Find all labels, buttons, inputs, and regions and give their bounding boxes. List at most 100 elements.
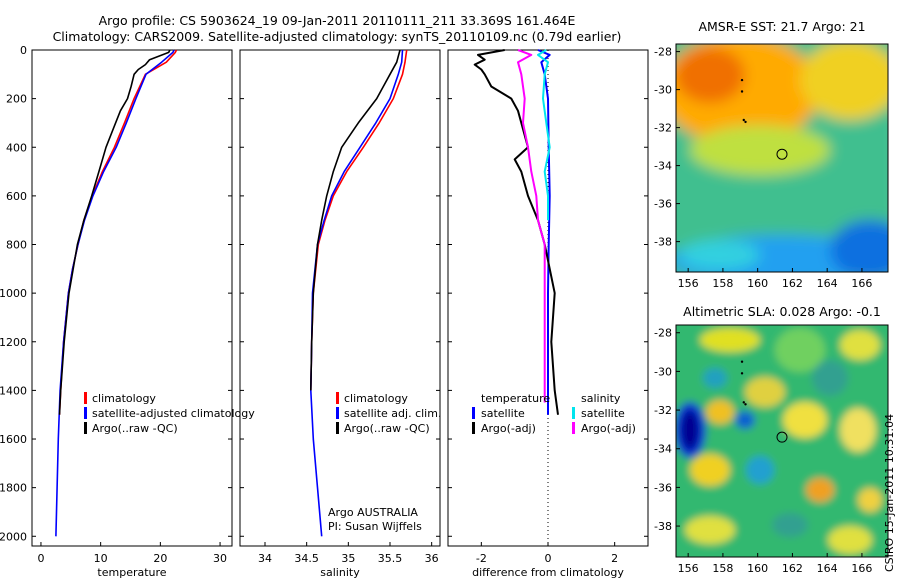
- lon-tick-label: 162: [782, 562, 803, 575]
- lat-tick-label: -34: [654, 160, 672, 173]
- x-axis-label: temperature: [97, 566, 166, 579]
- x-tick-label: 34: [258, 552, 272, 565]
- x-axis-label: salinity: [320, 566, 360, 579]
- x-tick-label: 34.5: [294, 552, 319, 565]
- legend-swatch-climatology: [84, 392, 87, 404]
- legend-swatch-satellite: [84, 407, 87, 419]
- difference-legend: temperature satellite Argo(-adj) salinit…: [472, 392, 636, 435]
- lon-tick-label: 156: [678, 562, 699, 575]
- track-point: [742, 401, 745, 404]
- lon-tick-label: 160: [747, 277, 768, 290]
- x-tick-label: 0: [545, 552, 552, 565]
- track-point: [744, 120, 747, 124]
- legend-label-climatology: climatology: [344, 392, 408, 405]
- x-tick-label: 2: [611, 552, 618, 565]
- x-axis-label: difference from climatology: [472, 566, 624, 579]
- legend-label-sal-satellite: satellite: [581, 407, 625, 420]
- salinity-panel: 34 34.5 35 35.5 36 salinity: [240, 49, 440, 579]
- legend-swatch-argo: [336, 422, 339, 434]
- legend-swatch-sal-argo: [572, 422, 575, 434]
- legend-label-satellite: satellite adj. clim.: [344, 407, 441, 420]
- series-line-climatology: [58, 49, 178, 415]
- salinity-panel-frame: [239, 49, 441, 547]
- legend-swatch-satellite: [336, 407, 339, 419]
- track-point: [740, 90, 744, 93]
- series-line-argo-raw-qc: [310, 49, 401, 391]
- temperature-panel: 0 10 20 30 temperature 0 200 400 600 800 1000 1200 1…: [0, 44, 232, 579]
- track-point: [742, 118, 745, 122]
- series-line-temperature-satellite: [537, 49, 551, 415]
- track-point: [744, 403, 747, 406]
- sst-map-title: AMSR-E SST: 21.7 Argo: 21: [698, 19, 865, 34]
- legend-label-argo: Argo(..raw -QC): [344, 422, 430, 435]
- title-line-1: Argo profile: CS 5903624_19 09-Jan-2011 …: [99, 13, 576, 28]
- y-tick-label: 400: [6, 141, 27, 154]
- y-tick-label: 1600: [0, 433, 27, 446]
- y-tick-label: 200: [6, 93, 27, 106]
- temperature-legend: climatology satellite-adjusted climatolo…: [84, 392, 255, 435]
- legend-label-satellite: satellite-adjusted climatology: [92, 407, 255, 420]
- y-tick-label: 600: [6, 190, 27, 203]
- sla-map-axes: 156 158 160 162 164 166 -28 -30 -32 -34 -36 -38: [654, 327, 872, 575]
- legend-header-temperature: temperature: [481, 392, 550, 405]
- lon-tick-label: 164: [817, 562, 838, 575]
- legend-swatch-argo: [84, 422, 87, 434]
- annotation-pi: PI: Susan Wijffels: [328, 520, 422, 533]
- series-line-argo-raw-qc: [58, 49, 171, 415]
- argo-location-marker: [776, 431, 788, 443]
- lat-tick-label: -30: [654, 84, 672, 97]
- lat-tick-label: -32: [654, 122, 672, 135]
- x-tick-label: 20: [153, 552, 167, 565]
- y-tick-label: 2000: [0, 530, 27, 543]
- sla-map-field: [676, 325, 888, 557]
- argo-location-marker: [776, 148, 788, 160]
- legend-label-sal-argo: Argo(-adj): [581, 422, 636, 435]
- lat-tick-label: -36: [654, 198, 672, 211]
- lat-tick-label: -28: [654, 46, 672, 59]
- lon-tick-label: 158: [712, 562, 733, 575]
- lat-tick-label: -38: [654, 520, 672, 533]
- x-tick-label: 35.5: [378, 552, 403, 565]
- salinity-legend: climatology satellite adj. clim. Argo(..…: [328, 392, 441, 533]
- series-line-satellite-adj-clim: [309, 49, 404, 537]
- y-tick-label: 0: [20, 44, 27, 57]
- sla-map-title: Altimetric SLA: 0.028 Argo: -0.1: [683, 304, 881, 319]
- x-tick-label: -2: [476, 552, 487, 565]
- lat-tick-label: -28: [654, 327, 672, 340]
- series-line-salinity-argo-adj: [517, 49, 546, 403]
- sst-map-field: [676, 44, 888, 272]
- lon-tick-label: 164: [817, 277, 838, 290]
- lon-tick-label: 156: [678, 277, 699, 290]
- legend-label-temp-argo: Argo(-adj): [481, 422, 536, 435]
- sst-map-frame: [675, 43, 889, 273]
- legend-label-temp-satellite: satellite: [481, 407, 525, 420]
- lon-tick-label: 158: [712, 277, 733, 290]
- x-tick-label: 36: [425, 552, 439, 565]
- series-line-climatology: [310, 49, 408, 391]
- y-tick-label: 1000: [0, 287, 27, 300]
- track-point: [740, 360, 744, 363]
- x-tick-label: 30: [213, 552, 227, 565]
- series-line-salinity-satellite: [537, 49, 551, 221]
- lat-tick-label: -34: [654, 443, 672, 456]
- legend-swatch-climatology: [336, 392, 339, 404]
- legend-swatch-sal-satellite: [572, 407, 575, 419]
- track-point: [740, 78, 744, 82]
- legend-header-salinity: salinity: [581, 392, 621, 405]
- y-tick-label: 1800: [0, 482, 27, 495]
- y-tick-label: 1200: [0, 336, 27, 349]
- lat-tick-label: -36: [654, 481, 672, 494]
- annotation-argo-australia: Argo AUSTRALIA: [328, 506, 418, 519]
- lon-tick-label: 166: [851, 562, 872, 575]
- lat-tick-label: -38: [654, 236, 672, 249]
- lon-tick-label: 162: [782, 277, 803, 290]
- lon-tick-label: 166: [851, 277, 872, 290]
- x-tick-label: 0: [37, 552, 44, 565]
- legend-swatch-temp-argo: [472, 422, 475, 434]
- lat-tick-label: -32: [654, 404, 672, 417]
- lon-tick-label: 160: [747, 562, 768, 575]
- legend-label-climatology: climatology: [92, 392, 156, 405]
- track-point: [740, 372, 744, 375]
